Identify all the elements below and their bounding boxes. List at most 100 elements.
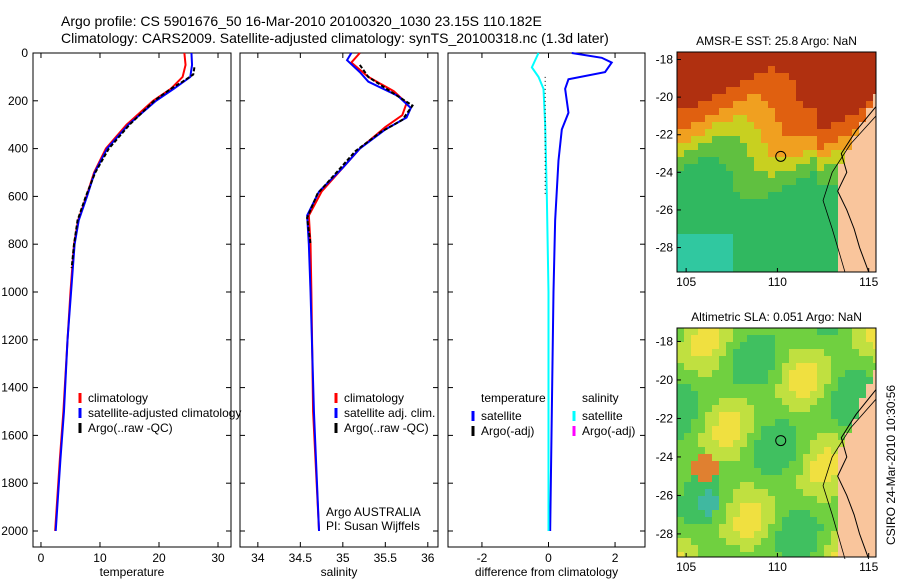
map-cell (768, 335, 775, 342)
map-cell (852, 248, 859, 255)
map-cell (866, 262, 873, 269)
map-cell (845, 545, 852, 552)
map-cell (775, 94, 782, 101)
map-frame (676, 51, 877, 273)
map-cell (782, 384, 789, 391)
map-cell (684, 101, 691, 108)
map-cell (698, 349, 705, 356)
map-cell (817, 262, 824, 269)
map-cell (873, 164, 876, 171)
map-cell (761, 136, 768, 143)
map-cell (810, 255, 817, 262)
map-cell (747, 143, 754, 150)
map-cell (698, 531, 705, 538)
map-cell (754, 80, 761, 87)
map-cell (824, 227, 831, 234)
map-cell (810, 510, 817, 517)
map-cell (803, 220, 810, 227)
map-cell (684, 143, 691, 150)
y-tick-label: 1800 (1, 476, 28, 490)
map-cell (824, 157, 831, 164)
map-cell (824, 377, 831, 384)
map-cell (852, 199, 859, 206)
map-cell (796, 384, 803, 391)
map-cell (768, 129, 775, 136)
map-cell (733, 349, 740, 356)
map-cell (754, 447, 761, 454)
map-cell (705, 157, 712, 164)
map-cell (754, 517, 761, 524)
map-cell (817, 206, 824, 213)
map-cell (789, 503, 796, 510)
map-cell (691, 496, 698, 503)
map-cell (726, 178, 733, 185)
map-cell (726, 115, 733, 122)
map-cell (831, 185, 838, 192)
map-cell (845, 108, 852, 115)
y-tick-label: 200 (8, 94, 28, 108)
map-title: AMSR-E SST: 25.8 Argo: NaN (696, 34, 857, 48)
map-cell (712, 349, 719, 356)
map-cell (852, 454, 859, 461)
map-cell (810, 363, 817, 370)
map-cell (698, 419, 705, 426)
legend-label: Argo(..raw -QC) (344, 421, 429, 435)
map-cell (852, 468, 859, 475)
map-cell (831, 227, 838, 234)
map-cell (817, 545, 824, 552)
map-cell (782, 482, 789, 489)
map-cell (873, 377, 876, 384)
map-cell (726, 171, 733, 178)
map-cell (677, 356, 684, 363)
map-cell (698, 482, 705, 489)
map-cell (817, 489, 824, 496)
map-cell (838, 517, 845, 524)
panel-2: 34 34.5 35 35.5 36salinityclimatologysatelli… (239, 52, 439, 579)
map-cell (677, 538, 684, 545)
map-cell (866, 227, 873, 234)
map-cell (873, 157, 876, 164)
map-cell (684, 349, 691, 356)
map-cell (789, 248, 796, 255)
y-tick-label: 1600 (1, 428, 28, 442)
map-cell (782, 475, 789, 482)
map-cell (761, 157, 768, 164)
map-cell (712, 440, 719, 447)
map-cell (733, 335, 740, 342)
map-cell (761, 73, 768, 80)
map-cell (733, 52, 740, 59)
map-cell (761, 227, 768, 234)
map-cell (775, 391, 782, 398)
map-cell (803, 213, 810, 220)
map-cell (768, 248, 775, 255)
map-cell (698, 552, 705, 557)
map-cell (684, 248, 691, 255)
map-cell (789, 52, 796, 59)
map-cell (747, 503, 754, 510)
map-cell (789, 157, 796, 164)
map-cell (838, 234, 845, 241)
map-cell (824, 370, 831, 377)
map-cell (803, 328, 810, 335)
map-cell (789, 199, 796, 206)
map-cell (754, 199, 761, 206)
map-cell (761, 80, 768, 87)
map-cell (873, 384, 876, 391)
map-cell (845, 185, 852, 192)
map-cell (768, 150, 775, 157)
map-cell (845, 164, 852, 171)
map-cell (761, 405, 768, 412)
map-cell (845, 377, 852, 384)
map-cell (873, 206, 876, 213)
map-cell (789, 108, 796, 115)
map-cell (740, 164, 747, 171)
map-cell (824, 136, 831, 143)
map-cell (712, 157, 719, 164)
map-cell (789, 178, 796, 185)
map-cell (845, 524, 852, 531)
map-cell (684, 220, 691, 227)
map-cell (810, 164, 817, 171)
y-tick-label: 0 (21, 46, 28, 60)
map-cell (726, 199, 733, 206)
map-cell (852, 496, 859, 503)
